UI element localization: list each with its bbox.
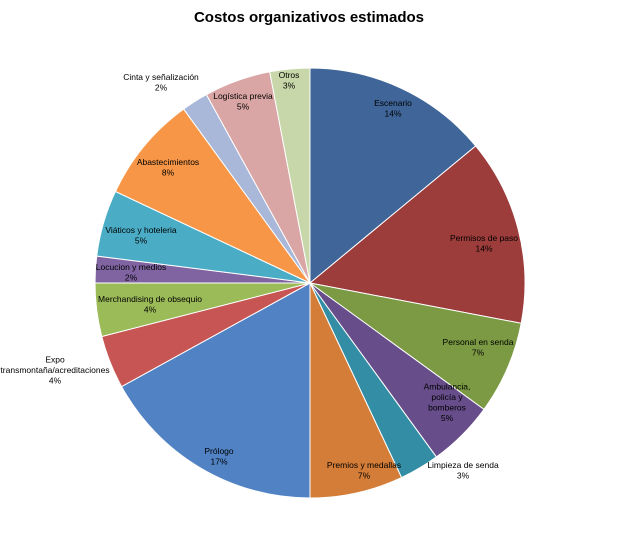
slice-label: Premios y medallas 7% (327, 460, 401, 481)
slice-label: Escenario 14% (374, 98, 412, 119)
chart-title: Costos organizativos estimados (194, 9, 424, 26)
pie-slice (269, 67, 311, 284)
slice-label: Personal en senda 7% (443, 337, 514, 358)
slice-label: Logística previa 5% (213, 91, 273, 112)
slice-labels: Escenario 14% Permisos de paso 14% Personal … (0, 70, 518, 481)
pie-slice (120, 282, 311, 499)
slice-label: Permisos de paso 14% (450, 233, 518, 254)
pie-slice (308, 145, 526, 324)
slice-label: Abastecimientos 8% (137, 157, 199, 178)
pie-slice (309, 67, 477, 285)
slice-label: Viáticos y hoteleria 5% (105, 225, 176, 246)
slice-label: Otros 3% (279, 70, 300, 91)
slice-label: Merchandising de obsequio 4% (98, 294, 202, 315)
pie-slice (114, 108, 311, 284)
slice-label: Cinta y señalización 2% (123, 72, 199, 93)
slice-label: Expo transmontaña/acreditaciones 4% (0, 355, 109, 386)
slice-label: Limpieza de senda 3% (427, 460, 499, 481)
slice-label: Prólogo 17% (204, 446, 234, 467)
slice-label: Ambulancia, policía y bomberos 5% (424, 381, 471, 423)
slice-label: Locucion y medios 2% (96, 262, 166, 283)
pie-slices (94, 67, 526, 499)
